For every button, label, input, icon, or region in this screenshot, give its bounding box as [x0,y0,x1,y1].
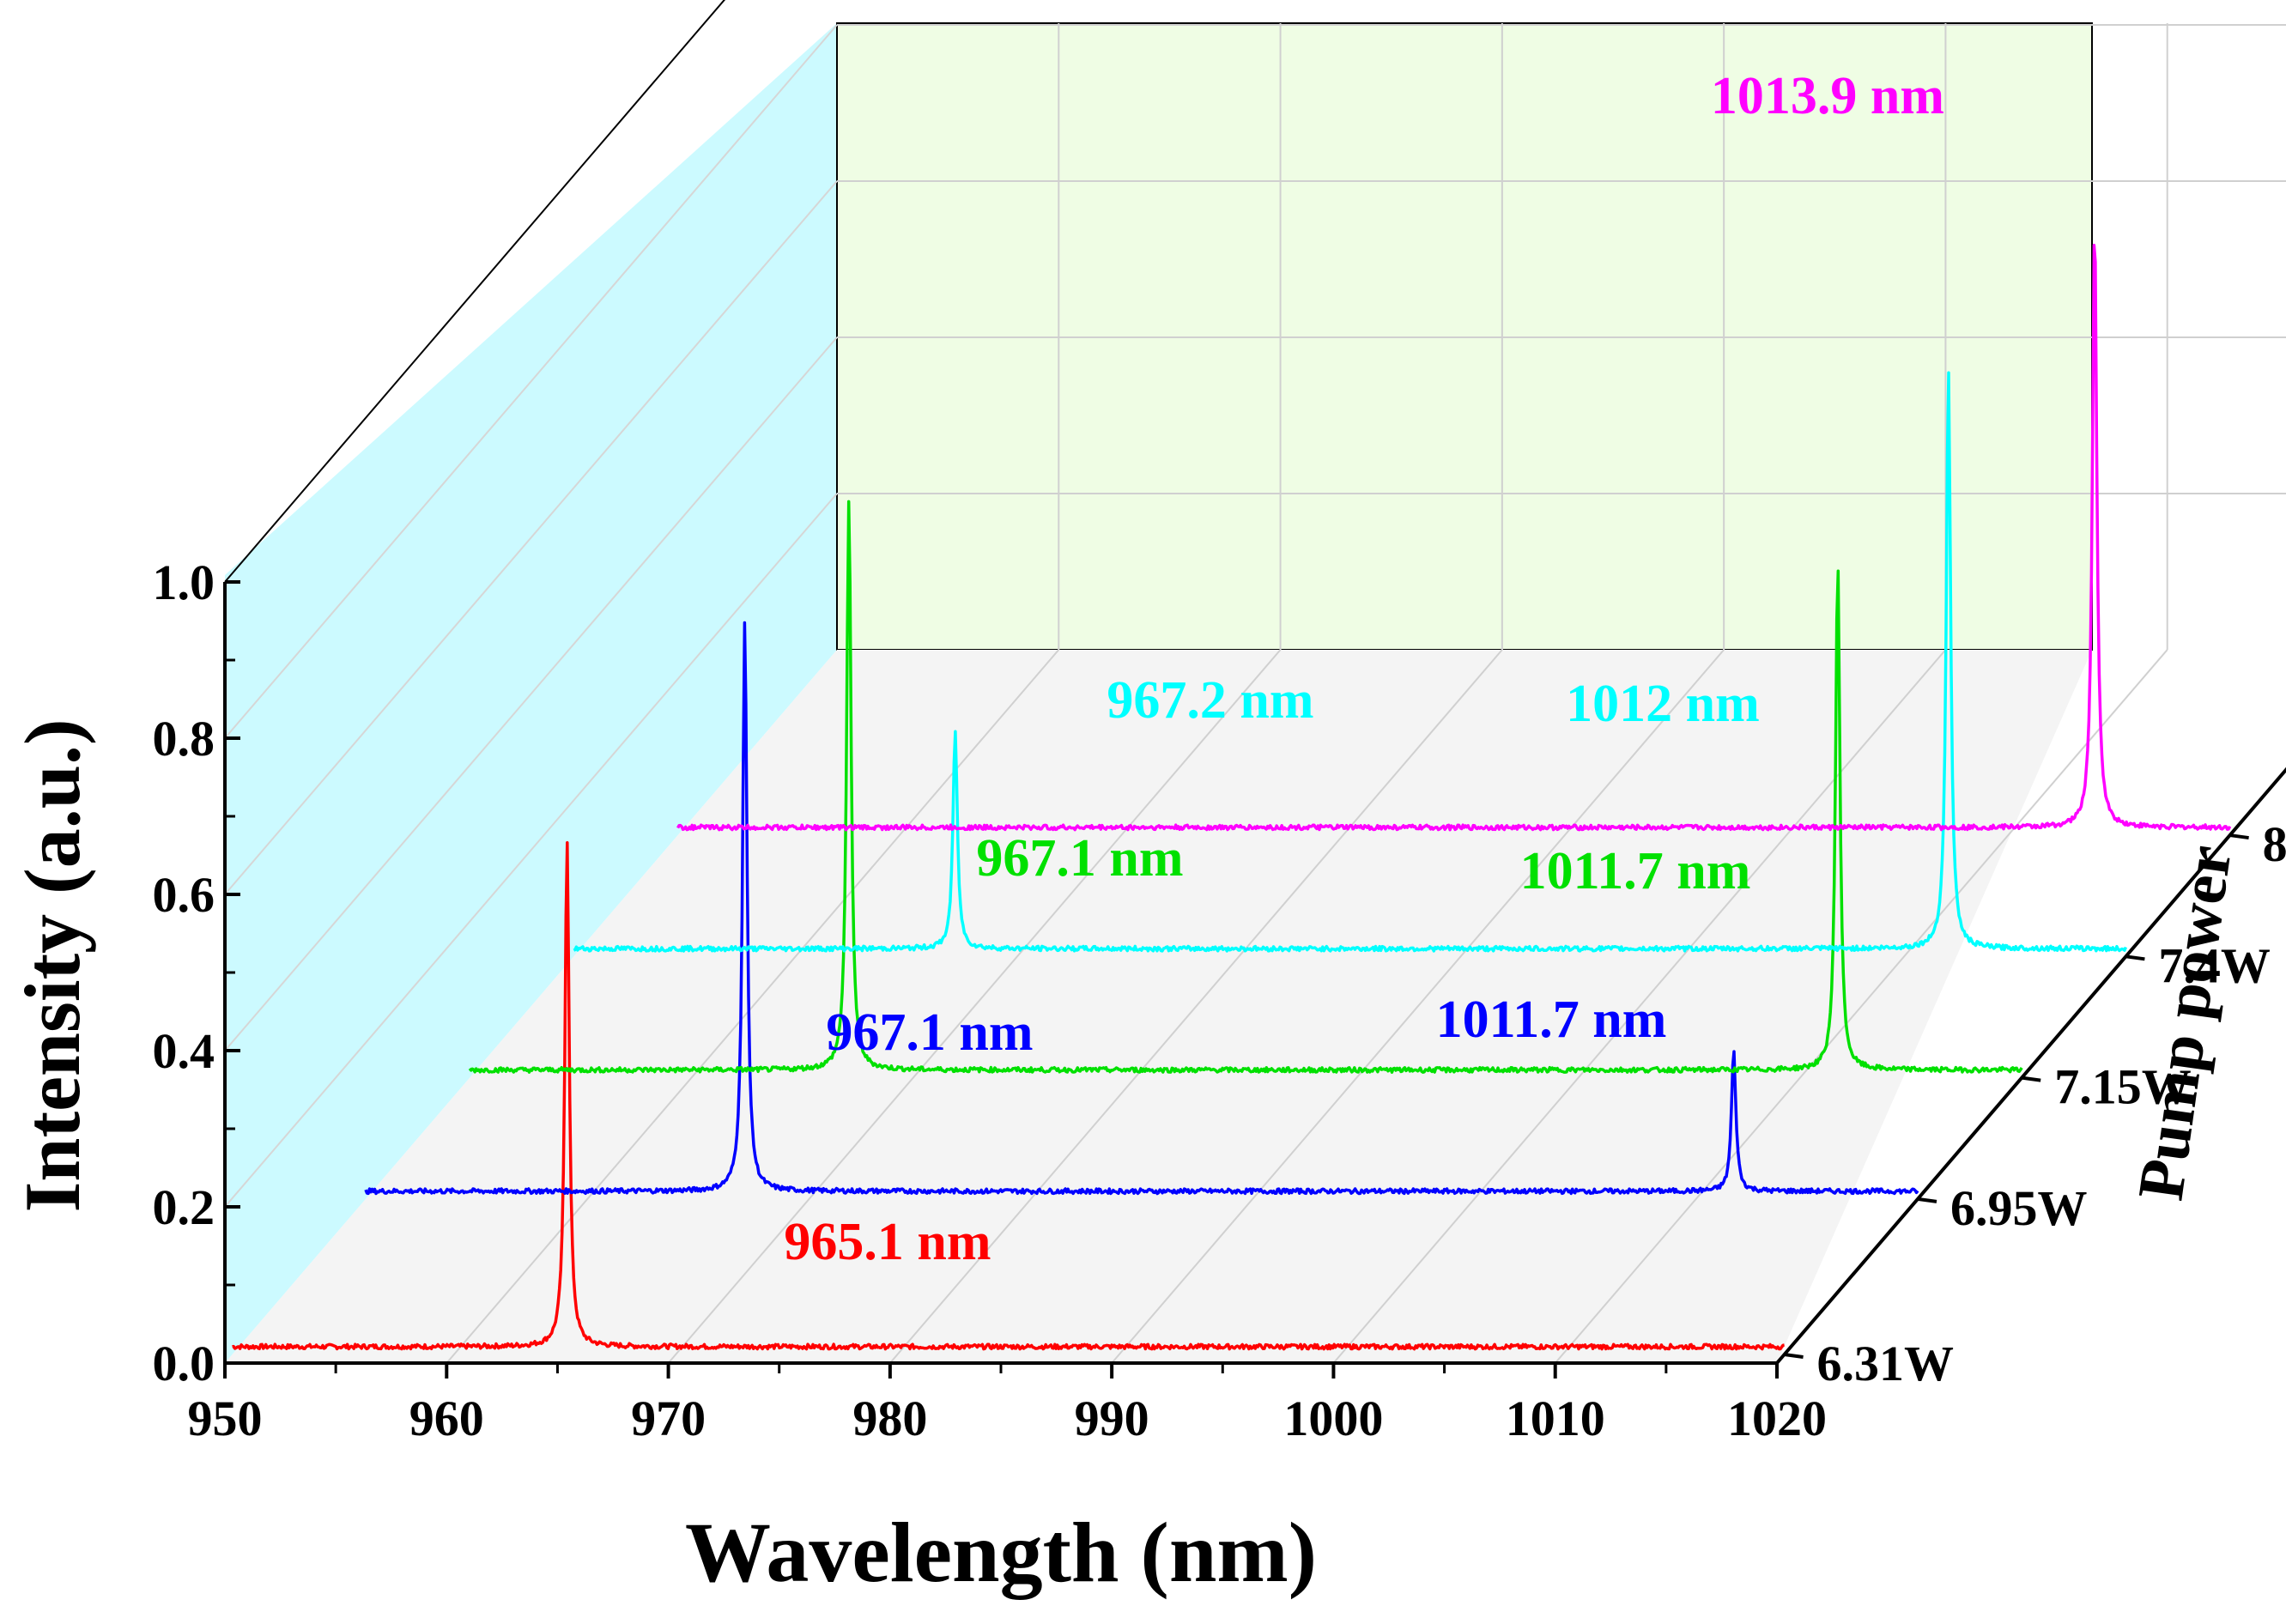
series-line-6.95W [364,621,1919,1196]
z-tick-label: 8.3W [2263,816,2286,872]
peak-label: 965.1 nm [784,1213,991,1271]
floor-grid-line [667,649,1282,1364]
z-axis-line [1775,767,2286,1365]
x-tick-label: 950 [188,1391,263,1446]
peak-label: 1012 nm [1566,675,1760,733]
wall-grid-line [224,493,838,1208]
peak-label: 1011.7 nm [1436,991,1667,1049]
x-tick-label: 970 [631,1391,706,1446]
x-tick-label: 960 [409,1391,484,1446]
x-tick-label: 1020 [1727,1391,1827,1446]
peak-label: 967.1 nm [826,1003,1033,1062]
wall-grid-line [224,336,838,1051]
floor-grid-line [1332,649,1947,1364]
z-tick [2021,1076,2041,1082]
z-tick-label: 6.95W [1950,1180,2088,1236]
floor-grid-line [889,649,1503,1364]
y-tick-label: 1.0 [153,554,215,610]
wall-top-edge [224,0,726,583]
y-tick-label: 0.6 [153,867,215,923]
series-line-7.4W [573,371,2128,953]
floor-grid-line [1554,649,2168,1364]
spectra [232,244,2232,1351]
y-tick-label: 0.4 [153,1023,215,1079]
series-line-6.31W [232,841,1785,1351]
wall-grid-line [224,180,838,895]
floor-grid-line [1111,649,1725,1364]
y-tick-label: 0.0 [153,1336,215,1391]
labels: 950 960 970 980 990 1000 1010 1020 0.0 0.2 0.4 0.6 0… [9,67,2286,1600]
x-tick-label: 990 [1075,1391,1149,1446]
z-tick-label: 6.31W [1817,1336,1955,1391]
x-axis-title: Wavelength (nm) [685,1505,1317,1600]
z-tick-label: 7.15W [2054,1059,2192,1115]
wall-grid-line [224,24,838,739]
peak-label: 967.1 nm [976,829,1183,888]
series-line-7.15W [468,500,2023,1074]
grid-lines [224,23,2286,1364]
z-axis-title: Pump power [2125,841,2246,1205]
series-line-8.3W [676,244,2232,832]
peak-label: 1013.9 nm [1711,67,1944,125]
axes [223,0,2286,1379]
x-tick-label: 980 [852,1391,927,1446]
peak-label: 1011.7 nm [1520,842,1751,900]
x-tick-label: 1010 [1506,1391,1605,1446]
z-tick [1784,1353,1804,1360]
peak-label: 967.2 nm [1107,671,1313,730]
z-tick [1917,1197,1937,1203]
z-tick-label: 7.4W [2158,937,2271,993]
z-tick [2229,833,2249,840]
z-tick [2125,954,2145,961]
x-tick-label: 1000 [1283,1391,1383,1446]
y-tick-label: 0.8 [153,711,215,767]
y-tick-label: 0.2 [153,1179,215,1235]
y-axis-title: Intensity (a.u.) [9,718,96,1212]
